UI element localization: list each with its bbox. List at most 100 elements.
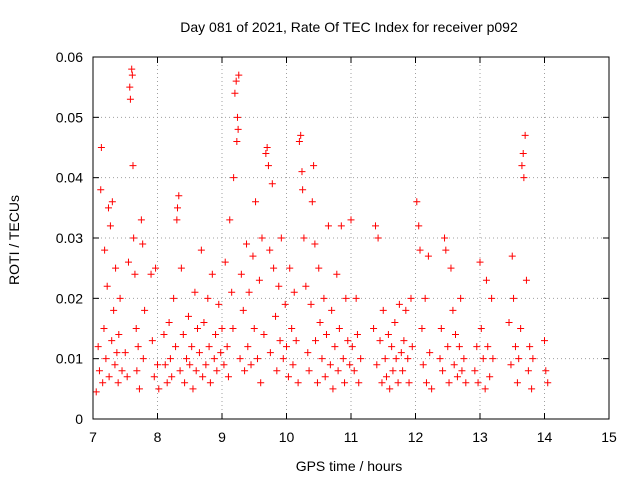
data-point-plus-icon <box>335 325 343 332</box>
data-point-plus-icon <box>233 137 241 145</box>
data-point-plus-icon <box>388 343 396 351</box>
data-point-plus-icon <box>373 361 381 369</box>
data-point-plus-icon <box>355 379 363 387</box>
data-point-plus-icon <box>329 385 337 393</box>
data-point-plus-icon <box>139 240 147 248</box>
data-point-plus-icon <box>250 325 258 332</box>
y-tick-label: 0.03 <box>56 230 83 246</box>
data-point-plus-icon <box>457 294 465 302</box>
data-point-plus-icon <box>348 343 356 351</box>
data-point-plus-icon <box>381 355 389 363</box>
data-point-plus-icon <box>111 361 119 369</box>
data-point-plus-icon <box>326 361 334 369</box>
data-point-plus-icon <box>130 234 138 242</box>
data-point-plus-icon <box>299 186 307 194</box>
data-point-plus-icon <box>249 252 257 260</box>
data-point-plus-icon <box>505 318 513 326</box>
data-point-plus-icon <box>228 288 236 296</box>
data-point-plus-icon <box>298 168 306 176</box>
x-axis-label: GPS time / hours <box>296 458 403 474</box>
x-tick-label: 9 <box>218 429 226 445</box>
data-point-plus-icon <box>150 373 158 381</box>
data-point-plus-icon <box>129 162 137 170</box>
data-point-plus-icon <box>451 331 459 339</box>
data-point-plus-icon <box>233 113 241 121</box>
data-point-plus-icon <box>350 367 358 375</box>
data-point-plus-icon <box>460 355 468 363</box>
data-point-plus-icon <box>108 337 116 345</box>
y-tick-label: 0 <box>75 411 83 427</box>
data-point-plus-icon <box>418 325 426 332</box>
data-point-plus-icon <box>128 65 136 73</box>
data-point-plus-icon <box>347 216 355 224</box>
data-point-plus-icon <box>315 264 323 272</box>
data-point-plus-icon <box>135 385 143 393</box>
data-point-plus-icon <box>223 343 231 351</box>
data-point-plus-icon <box>407 294 415 302</box>
data-point-plus-icon <box>213 367 221 375</box>
x-tick-label: 7 <box>89 429 97 445</box>
data-point-plus-icon <box>110 306 118 314</box>
data-point-plus-icon <box>94 343 102 351</box>
data-point-plus-icon <box>404 355 412 363</box>
data-point-plus-icon <box>197 246 205 254</box>
data-point-plus-icon <box>484 343 492 351</box>
data-point-plus-icon <box>482 276 490 284</box>
data-point-plus-icon <box>224 373 232 381</box>
data-point-plus-icon <box>236 355 244 363</box>
data-point-plus-icon <box>121 349 129 357</box>
data-point-plus-icon <box>106 222 114 230</box>
data-point-plus-icon <box>416 246 424 254</box>
data-point-plus-icon <box>230 174 238 182</box>
data-point-plus-icon <box>289 361 297 369</box>
data-point-plus-icon <box>334 367 342 375</box>
data-point-plus-icon <box>479 355 487 363</box>
data-point-plus-icon <box>346 361 354 369</box>
data-point-plus-icon <box>163 379 171 387</box>
data-point-plus-icon <box>273 367 281 375</box>
data-point-plus-icon <box>402 306 410 314</box>
data-point-plus-icon <box>118 367 126 375</box>
data-point-plus-icon <box>234 125 242 133</box>
data-point-plus-icon <box>191 288 199 296</box>
data-point-plus-icon <box>308 198 316 206</box>
data-point-plus-icon <box>477 325 485 332</box>
data-point-plus-icon <box>511 343 519 351</box>
data-point-plus-icon <box>294 379 302 387</box>
data-point-plus-icon <box>231 89 239 97</box>
data-point-plus-icon <box>221 258 229 266</box>
data-point-plus-icon <box>541 337 548 345</box>
data-point-plus-icon <box>288 325 296 332</box>
data-point-plus-icon <box>206 379 214 387</box>
data-point-plus-icon <box>428 385 436 393</box>
data-point-plus-icon <box>255 276 263 284</box>
data-point-plus-icon <box>476 258 484 266</box>
data-point-plus-icon <box>328 306 336 314</box>
data-point-plus-icon <box>391 318 399 326</box>
data-point-plus-icon <box>379 306 387 314</box>
data-point-plus-icon <box>165 318 173 326</box>
data-point-plus-icon <box>442 246 450 254</box>
data-point-plus-icon <box>186 361 194 369</box>
data-point-plus-icon <box>270 264 278 272</box>
data-point-plus-icon <box>437 325 445 332</box>
data-point-plus-icon <box>310 162 318 170</box>
data-point-plus-icon <box>394 379 402 387</box>
data-point-plus-icon <box>253 355 261 363</box>
data-point-plus-icon <box>517 325 525 332</box>
data-point-plus-icon <box>184 312 192 320</box>
data-point-plus-icon <box>108 198 116 206</box>
data-point-plus-icon <box>324 222 332 230</box>
data-point-plus-icon <box>247 361 255 369</box>
data-point-plus-icon <box>508 252 516 260</box>
data-point-plus-icon <box>302 282 310 290</box>
data-point-plus-icon <box>263 144 271 151</box>
data-point-plus-icon <box>101 246 109 254</box>
data-point-plus-icon <box>474 379 482 387</box>
data-point-plus-icon <box>311 240 319 248</box>
data-point-plus-icon <box>488 294 496 302</box>
data-point-plus-icon <box>313 379 321 387</box>
data-point-plus-icon <box>241 367 249 375</box>
data-point-plus-icon <box>522 276 530 284</box>
data-point-plus-icon <box>195 349 203 357</box>
